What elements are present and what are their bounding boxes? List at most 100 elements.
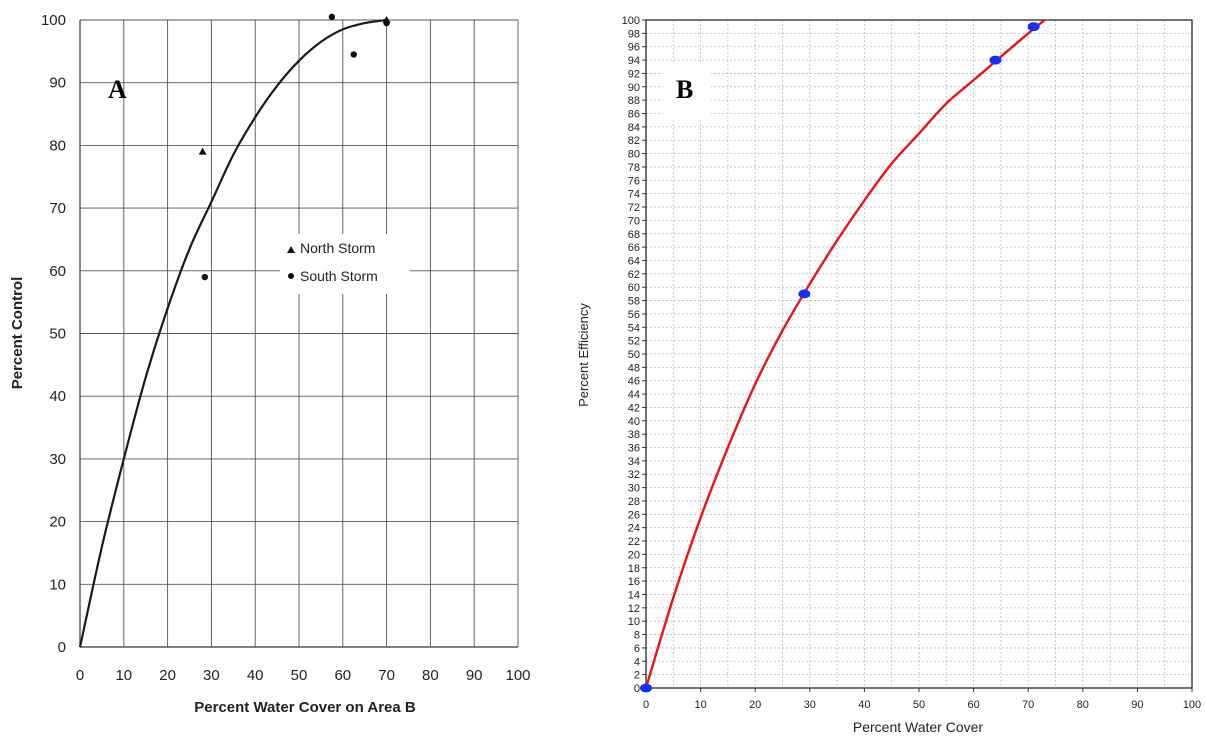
chart-a-y-tick-label: 10 <box>49 576 66 593</box>
chart-a-legend-north: North Storm <box>300 240 375 256</box>
chart-b-y-tick-label: 64 <box>628 255 640 267</box>
chart-b-y-tick-label: 12 <box>628 603 640 615</box>
chart-b-x-tick-label: 100 <box>1183 699 1201 711</box>
chart-b-y-tick-label: 60 <box>628 282 640 294</box>
chart-b-curve <box>644 19 1046 689</box>
chart-b-x-tick-label: 70 <box>1022 699 1034 711</box>
chart-b-x-tick-label: 0 <box>643 699 649 711</box>
chart-b-y-tick-label: 56 <box>628 309 640 321</box>
chart-b-grid <box>645 19 1193 689</box>
chart-b-x-ticks: 0 10 20 30 40 50 60 70 80 90 100 <box>643 688 1201 711</box>
chart-b-data-point <box>989 55 1002 65</box>
chart-b-y-tick-label: 74 <box>628 189 640 201</box>
chart-b-y-tick-label: 16 <box>628 576 640 588</box>
chart-b-y-tick-label: 82 <box>628 135 640 147</box>
chart-a-y-axis-label: Percent Control <box>9 277 26 390</box>
chart-a-x-tick-label: 50 <box>291 667 308 684</box>
chart-b-y-tick-label: 20 <box>628 549 640 561</box>
chart-a-points <box>198 13 391 281</box>
chart-b-y-tick-label: 66 <box>628 242 640 254</box>
chart-b-data-point <box>798 289 811 299</box>
chart-b-y-tick-label: 94 <box>628 55 640 67</box>
chart-a-legend: North Storm South Storm <box>280 234 410 294</box>
chart-a-x-tick-label: 20 <box>159 667 176 684</box>
chart-a-y-tick-label: 0 <box>58 639 66 656</box>
chart-b-y-tick-label: 26 <box>628 509 640 521</box>
chart-a-x-axis-label: Percent Water Cover on Area B <box>194 699 416 716</box>
chart-b-y-tick-label: 80 <box>628 149 640 161</box>
chart-b-y-tick-label: 70 <box>628 215 640 227</box>
chart-a-point-north-storm <box>198 147 207 155</box>
chart-a-y-tick-label: 100 <box>41 12 66 29</box>
chart-a-y-tick-label: 90 <box>49 75 66 92</box>
chart-b-y-tick-label: 50 <box>628 349 640 361</box>
chart-b-y-tick-label: 86 <box>628 109 640 121</box>
chart-b-y-tick-label: 76 <box>628 175 640 187</box>
chart-b-y-tick-label: 68 <box>628 229 640 241</box>
chart-b-y-tick-label: 84 <box>628 122 640 134</box>
chart-b-y-tick-label: 6 <box>634 643 640 655</box>
chart-b-y-tick-label: 40 <box>628 416 640 428</box>
chart-b-y-tick-label: 24 <box>628 523 640 535</box>
chart-b-y-tick-label: 42 <box>628 402 640 414</box>
chart-b-y-tick-label: 18 <box>628 563 640 575</box>
chart-b-y-tick-label: 48 <box>628 362 640 374</box>
chart-a-y-tick-label: 80 <box>49 137 66 154</box>
chart-a-fit-curve <box>78 18 387 648</box>
chart-a-x-tick-label: 10 <box>115 667 132 684</box>
chart-b-y-tick-label: 14 <box>628 589 640 601</box>
chart-a-x-tick-label: 100 <box>505 667 530 684</box>
chart-b-y-tick-label: 34 <box>628 456 640 468</box>
chart-b-y-tick-label: 32 <box>628 469 640 481</box>
chart-a-y-tick-label: 40 <box>49 388 66 405</box>
chart-b-x-tick-label: 10 <box>694 699 706 711</box>
legend-triangle-marker <box>287 246 295 253</box>
chart-a-y-ticks: 0 10 20 30 40 50 60 70 80 90 100 <box>41 12 66 656</box>
chart-b-data-point <box>1027 22 1040 32</box>
chart-a-x-tick-label: 30 <box>203 667 220 684</box>
chart-a-y-tick-label: 20 <box>49 514 66 531</box>
chart-b-y-tick-label: 54 <box>628 322 640 334</box>
chart-b-x-axis-label: Percent Water Cover <box>853 719 984 735</box>
chart-b-y-tick-label: 62 <box>628 269 640 281</box>
chart-b-y-tick-label: 72 <box>628 202 640 214</box>
chart-b-panel-letter-box <box>663 62 711 118</box>
chart-a-grid <box>79 19 519 648</box>
chart-b-y-tick-label: 44 <box>628 389 640 401</box>
chart-a-x-tick-label: 0 <box>76 667 84 684</box>
chart-b-y-tick-label: 2 <box>634 670 640 682</box>
chart-b-y-tick-label: 36 <box>628 443 640 455</box>
chart-b-x-tick-label: 90 <box>1131 699 1143 711</box>
chart-b-x-tick-label: 50 <box>913 699 925 711</box>
chart-b-y-tick-label: 28 <box>628 496 640 508</box>
chart-a-legend-south: South Storm <box>300 268 378 284</box>
chart-b-x-tick-label: 60 <box>967 699 979 711</box>
chart-a-point-south-storm <box>350 51 357 58</box>
chart-b: 0 10 20 30 40 50 60 70 80 90 100 02468101214161820… <box>576 15 1201 735</box>
chart-b-y-tick-label: 22 <box>628 536 640 548</box>
chart-a-panel-letter: A <box>108 75 127 104</box>
chart-b-y-tick-label: 4 <box>634 656 640 668</box>
chart-a-y-tick-label: 70 <box>49 200 66 217</box>
chart-b-y-tick-label: 10 <box>628 616 640 628</box>
chart-a-point-south-storm <box>328 13 336 21</box>
chart-b-y-tick-label: 78 <box>628 162 640 174</box>
chart-b-y-tick-label: 8 <box>634 630 640 642</box>
chart-b-y-tick-label: 58 <box>628 296 640 308</box>
chart-b-y-tick-label: 0 <box>634 683 640 695</box>
chart-b-y-tick-label: 30 <box>628 483 640 495</box>
chart-b-x-tick-label: 20 <box>749 699 761 711</box>
chart-a-x-tick-label: 80 <box>422 667 439 684</box>
chart-b-x-tick-label: 80 <box>1077 699 1089 711</box>
chart-b-y-tick-label: 38 <box>628 429 640 441</box>
chart-a: 0 10 20 30 40 50 60 70 80 90 100 0 10 20 30 40 50 60 70 80… <box>9 12 531 716</box>
chart-b-x-tick-label: 40 <box>858 699 870 711</box>
legend-circle-marker <box>288 273 294 279</box>
chart-a-x-ticks: 0 10 20 30 40 50 60 70 80 90 100 <box>76 667 531 684</box>
chart-b-y-tick-label: 96 <box>628 42 640 54</box>
chart-b-points <box>640 22 1040 693</box>
chart-a-x-tick-label: 40 <box>247 667 264 684</box>
chart-b-y-axis-label: Percent Efficiency <box>576 303 591 407</box>
chart-b-y-ticks: 0246810121416182022242628303234363840424… <box>622 15 646 695</box>
chart-b-y-tick-label: 98 <box>628 28 640 40</box>
